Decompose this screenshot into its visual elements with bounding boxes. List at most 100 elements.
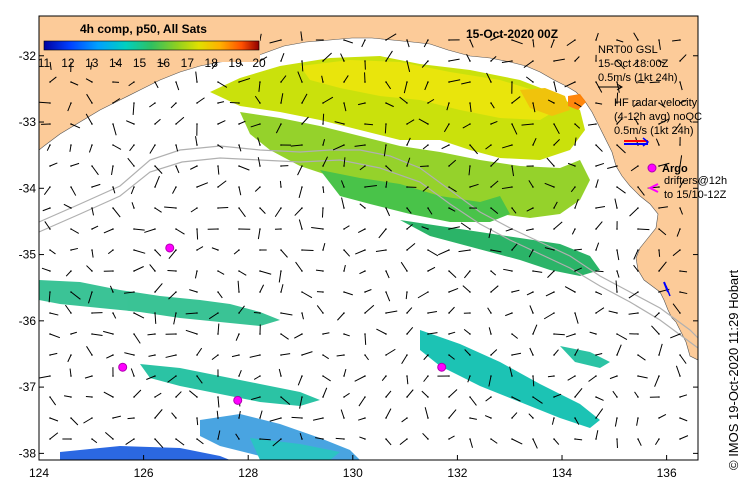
- velocity-arrow-tail: [70, 102, 72, 104]
- velocity-arrow: [90, 60, 93, 70]
- legend-hf-line1: HF radar velocity: [614, 97, 698, 109]
- velocity-arrow-tail: [238, 270, 240, 272]
- velocity-arrow: [488, 228, 492, 239]
- lat-tick-label: -36: [19, 314, 37, 328]
- velocity-arrow: [595, 242, 600, 251]
- velocity-arrow-tail: [511, 81, 513, 83]
- colorbar-tick-label: 19: [228, 56, 242, 70]
- velocity-arrow: [675, 365, 681, 377]
- velocity-arrow-tail: [637, 165, 639, 167]
- velocity-arrow: [384, 123, 387, 134]
- velocity-arrow: [70, 81, 79, 86]
- velocity-arrow: [385, 207, 391, 217]
- velocity-arrow: [217, 323, 220, 335]
- velocity-arrow: [146, 375, 156, 380]
- velocity-arrow-tail: [196, 249, 198, 251]
- velocity-arrow: [511, 39, 523, 45]
- velocity-arrow-tail: [259, 291, 261, 293]
- velocity-arrow-tail: [469, 375, 471, 377]
- velocity-arrow-tail: [616, 417, 618, 419]
- velocity-arrow: [196, 417, 199, 426]
- velocity-arrow: [469, 396, 477, 406]
- velocity-arrow-tail: [301, 123, 303, 125]
- bathymetry-contours: [39, 145, 698, 349]
- velocity-arrow-tail: [385, 375, 387, 377]
- velocity-arrow-tail: [553, 60, 555, 62]
- velocity-arrow-tail: [406, 291, 408, 293]
- velocity-arrow: [427, 98, 435, 104]
- lon-tick-label: 132: [447, 466, 467, 480]
- velocity-arrow: [421, 390, 429, 398]
- velocity-arrow-tail: [658, 165, 660, 167]
- velocity-arrow: [237, 280, 240, 293]
- velocity-arrow: [672, 39, 681, 42]
- velocity-arrow: [424, 81, 429, 91]
- velocity-arrow-tail: [385, 102, 387, 104]
- velocity-arrow-tail: [532, 291, 534, 293]
- velocity-arrow-tail: [448, 228, 450, 230]
- colorbar-tick-label: 11: [38, 56, 51, 70]
- velocity-arrow-tail: [553, 81, 555, 83]
- velocity-arrow-tail: [322, 81, 324, 83]
- velocity-arrow: [85, 113, 93, 125]
- velocity-arrow-tail: [133, 102, 135, 104]
- velocity-arrow-tail: [679, 291, 681, 293]
- velocity-arrow: [278, 368, 282, 377]
- velocity-arrow-tail: [637, 81, 639, 83]
- velocity-arrow: [448, 287, 459, 293]
- velocity-arrow: [651, 325, 660, 335]
- velocity-arrow: [633, 116, 639, 125]
- lon-tick-label: 130: [343, 466, 363, 480]
- velocity-arrow: [154, 118, 161, 125]
- velocity-arrow-tail: [406, 228, 408, 230]
- lat-tick-label: -34: [19, 181, 37, 195]
- velocity-arrow-tail: [511, 249, 513, 251]
- velocity-arrow-tail: [532, 207, 534, 209]
- velocity-arrow: [464, 349, 471, 356]
- velocity-arrow-tail: [679, 102, 681, 104]
- velocity-arrow: [217, 180, 227, 188]
- velocity-arrow: [570, 186, 576, 193]
- velocity-arrow-tail: [448, 81, 450, 83]
- velocity-arrow: [167, 375, 177, 383]
- velocity-arrow-tail: [217, 228, 219, 230]
- velocity-arrow-tail: [196, 165, 198, 167]
- velocity-arrow: [343, 225, 350, 230]
- velocity-arrow-tail: [511, 60, 513, 62]
- velocity-arrow-tail: [301, 228, 303, 230]
- velocity-arrow-tail: [385, 228, 387, 230]
- velocity-arrow-tail: [595, 123, 597, 125]
- velocity-arrow: [63, 203, 72, 209]
- velocity-arrow-tail: [280, 438, 282, 440]
- velocity-arrow-tail: [343, 81, 345, 83]
- velocity-arrow: [532, 324, 538, 335]
- legend-argo-label: Argo: [662, 163, 688, 175]
- velocity-arrow-tail: [616, 438, 618, 440]
- velocity-arrow: [133, 249, 146, 254]
- velocity-arrow: [616, 186, 626, 194]
- velocity-arrow-tail: [259, 81, 261, 83]
- velocity-arrow-tail: [301, 39, 303, 41]
- velocity-arrow: [154, 207, 162, 213]
- velocity-arrow: [399, 96, 408, 104]
- velocity-arrow-tail: [196, 102, 198, 104]
- velocity-arrow: [196, 97, 205, 104]
- velocity-arrow-tail: [616, 207, 618, 209]
- velocity-arrow-tail: [448, 375, 450, 377]
- velocity-arrow-tail: [49, 186, 51, 188]
- velocity-arrow-tail: [154, 81, 156, 83]
- velocity-arrow: [70, 186, 77, 196]
- velocity-arrow: [423, 354, 429, 361]
- velocity-arrow: [103, 391, 114, 398]
- velocity-arrow-tail: [49, 354, 51, 356]
- velocity-arrow-tail: [658, 270, 660, 272]
- velocity-arrow: [616, 333, 628, 340]
- velocity-arrow: [185, 329, 198, 335]
- velocity-arrow-tail: [196, 207, 198, 209]
- velocity-arrow-tail: [154, 396, 156, 398]
- velocity-arrow-tail: [553, 207, 555, 209]
- velocity-arrow-tail: [679, 228, 681, 230]
- velocity-arrow-tail: [196, 438, 198, 440]
- velocity-arrow-tail: [280, 417, 282, 419]
- velocity-arrow: [280, 93, 284, 104]
